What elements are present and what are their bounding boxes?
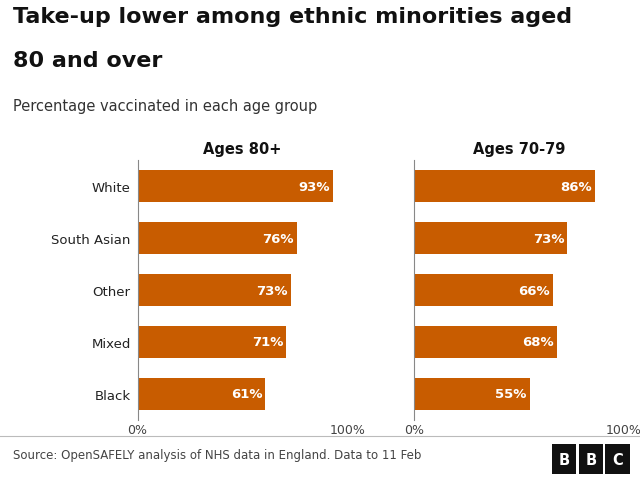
Text: C: C: [612, 452, 623, 467]
Text: 80 and over: 80 and over: [13, 50, 162, 71]
Bar: [138, 275, 291, 306]
Text: B: B: [558, 452, 570, 467]
Text: Take-up lower among ethnic minorities aged: Take-up lower among ethnic minorities ag…: [13, 7, 572, 27]
Text: Source: OpenSAFELY analysis of NHS data in England. Data to 11 Feb: Source: OpenSAFELY analysis of NHS data …: [13, 448, 421, 462]
Text: 86%: 86%: [560, 180, 591, 193]
Bar: [414, 378, 530, 410]
Text: 71%: 71%: [252, 336, 284, 349]
Title: Ages 80+: Ages 80+: [204, 142, 282, 157]
Bar: [414, 326, 557, 358]
Bar: [138, 171, 333, 203]
Text: 68%: 68%: [522, 336, 554, 349]
Text: 61%: 61%: [231, 387, 262, 401]
Text: 76%: 76%: [262, 232, 294, 245]
Title: Ages 70-79: Ages 70-79: [473, 142, 565, 157]
Text: Percentage vaccinated in each age group: Percentage vaccinated in each age group: [13, 98, 317, 113]
Text: 66%: 66%: [518, 284, 550, 297]
Bar: [138, 326, 287, 358]
Bar: [138, 378, 266, 410]
Bar: [414, 223, 568, 254]
Bar: [138, 223, 297, 254]
Text: 73%: 73%: [256, 284, 287, 297]
Text: 73%: 73%: [532, 232, 564, 245]
Text: B: B: [585, 452, 596, 467]
Text: 93%: 93%: [298, 180, 330, 193]
Bar: [414, 171, 595, 203]
Text: 55%: 55%: [495, 387, 527, 401]
Bar: [414, 275, 553, 306]
